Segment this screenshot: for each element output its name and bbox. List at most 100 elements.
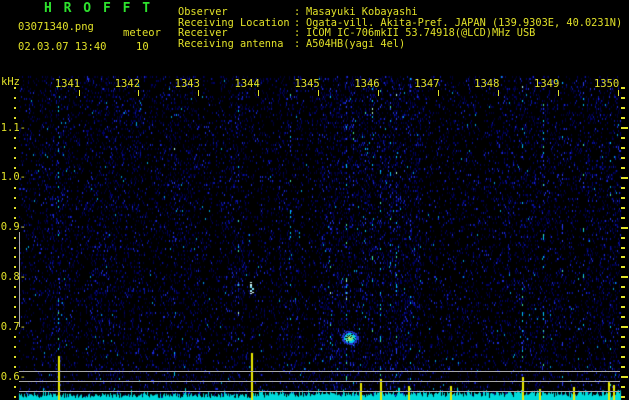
right-tick bbox=[621, 256, 625, 259]
noise-band-line bbox=[19, 391, 620, 392]
info-label: Receiving Location bbox=[178, 16, 290, 29]
freq-tick-dot bbox=[14, 236, 16, 239]
info-value: A504HB(yagi 4el) bbox=[306, 37, 406, 50]
freq-tick-dot bbox=[14, 306, 16, 309]
freq-tick-dot bbox=[14, 136, 16, 139]
freq-tick-label: 0.7- bbox=[0, 320, 26, 333]
freq-tick-label: 0.9- bbox=[0, 221, 26, 234]
freq-tick-dot bbox=[14, 266, 16, 269]
right-tick bbox=[621, 97, 625, 100]
time-tick-label: 1347 bbox=[414, 78, 440, 90]
freq-tick-dot bbox=[14, 87, 16, 90]
info-row-antenna: Receiving antenna : A504HB(yagi 4el) bbox=[178, 39, 622, 50]
freq-tick-label: 0.6- bbox=[0, 370, 26, 383]
time-tick-label: 1343 bbox=[174, 78, 200, 90]
time-tick-mark bbox=[378, 90, 379, 96]
time-tick-mark bbox=[617, 90, 619, 96]
freq-tick-dot bbox=[14, 395, 16, 398]
right-tick bbox=[621, 186, 625, 189]
right-tick bbox=[621, 326, 628, 329]
time-tick-label: 1342 bbox=[114, 78, 141, 90]
freq-tick-dot bbox=[14, 246, 16, 249]
file-name: 03071340.png bbox=[18, 21, 94, 33]
right-tick bbox=[621, 286, 625, 289]
app-title: H R O F F T bbox=[44, 1, 153, 16]
freq-tick-label: 1.0- bbox=[0, 171, 26, 184]
right-tick bbox=[621, 356, 625, 359]
time-tick-mark bbox=[557, 90, 559, 96]
info-value: ICOM IC-706mkII 53.74918(@LCD)MHz USB bbox=[306, 27, 536, 40]
mode-label: meteor bbox=[123, 27, 161, 39]
info-row-location: Receiving Location : Ogata-vill. Akita-P… bbox=[178, 16, 623, 29]
noise-band-line bbox=[19, 381, 620, 382]
freq-tick-dot bbox=[14, 336, 16, 339]
time-tick-label: 1346 bbox=[354, 78, 380, 90]
right-tick bbox=[621, 395, 625, 398]
time-tick-label: 1345 bbox=[294, 78, 320, 90]
info-colon: : bbox=[294, 37, 301, 50]
freq-tick-dot bbox=[14, 156, 16, 159]
info-colon: : bbox=[294, 27, 301, 40]
right-tick bbox=[621, 87, 625, 90]
time-tick-label: 1344 bbox=[234, 78, 260, 90]
freq-unit-label: kHz bbox=[1, 76, 20, 88]
right-tick bbox=[621, 276, 628, 279]
freq-tick-dot bbox=[14, 216, 16, 219]
right-tick bbox=[621, 385, 625, 388]
freq-tick-dot bbox=[14, 166, 16, 169]
time-tick-label: 1341 bbox=[54, 78, 81, 90]
freq-tick-dot bbox=[14, 186, 16, 189]
info-row-observer: Observer : Masayuki Kobayashi bbox=[178, 7, 622, 18]
right-tick bbox=[621, 127, 628, 129]
right-tick bbox=[621, 166, 625, 169]
datetime-label: 02.03.07 13:40 bbox=[18, 41, 107, 53]
right-tick bbox=[621, 226, 628, 229]
freq-tick-dot bbox=[14, 256, 16, 259]
freq-tick-dot bbox=[14, 146, 16, 149]
right-tick bbox=[621, 196, 625, 199]
right-tick bbox=[621, 316, 625, 319]
echo-count: 10 bbox=[136, 41, 149, 53]
freq-tick-dot bbox=[14, 206, 16, 209]
right-tick bbox=[621, 306, 625, 309]
time-tick-mark bbox=[497, 90, 499, 96]
right-tick bbox=[621, 136, 625, 139]
time-tick-mark bbox=[138, 90, 140, 96]
right-tick bbox=[621, 146, 625, 149]
info-value: Ogata-vill. Akita-Pref. JAPAN (139.9303E… bbox=[306, 16, 623, 29]
right-tick bbox=[621, 296, 625, 299]
time-tick-mark bbox=[78, 90, 80, 96]
right-tick bbox=[621, 117, 625, 120]
noise-band-line bbox=[19, 371, 620, 372]
time-tick-mark bbox=[437, 90, 439, 96]
right-tick bbox=[621, 246, 625, 249]
right-tick bbox=[621, 376, 628, 378]
station-info: Observer : Masayuki Kobayashi Receiving … bbox=[178, 7, 622, 49]
freq-tick-label: 0.8- bbox=[0, 270, 26, 283]
freq-tick-label: 1.1- bbox=[0, 121, 26, 134]
freq-tick-dot bbox=[14, 107, 16, 110]
right-tick bbox=[621, 366, 625, 369]
freq-tick-dot bbox=[14, 97, 16, 100]
info-label: Observer bbox=[178, 6, 228, 18]
info-colon: : bbox=[294, 6, 301, 18]
time-tick-mark bbox=[318, 90, 320, 96]
right-tick bbox=[621, 346, 625, 349]
right-tick bbox=[621, 236, 625, 239]
time-tick-label: 1348 bbox=[474, 78, 500, 90]
right-tick bbox=[621, 266, 625, 269]
right-tick bbox=[621, 156, 625, 159]
freq-tick-dot bbox=[14, 366, 16, 369]
info-row-receiver: Receiver : ICOM IC-706mkII 53.74918(@LCD… bbox=[178, 28, 622, 39]
time-tick-label: 1349 bbox=[534, 78, 560, 90]
info-label: Receiving antenna bbox=[178, 37, 284, 50]
time-tick-mark bbox=[198, 90, 200, 96]
right-tick bbox=[621, 336, 625, 339]
freq-tick-dot bbox=[14, 385, 16, 388]
info-colon: : bbox=[294, 16, 301, 29]
time-tick-mark bbox=[258, 90, 260, 96]
freq-tick-dot bbox=[14, 196, 16, 199]
calibration-bracket bbox=[19, 232, 20, 327]
